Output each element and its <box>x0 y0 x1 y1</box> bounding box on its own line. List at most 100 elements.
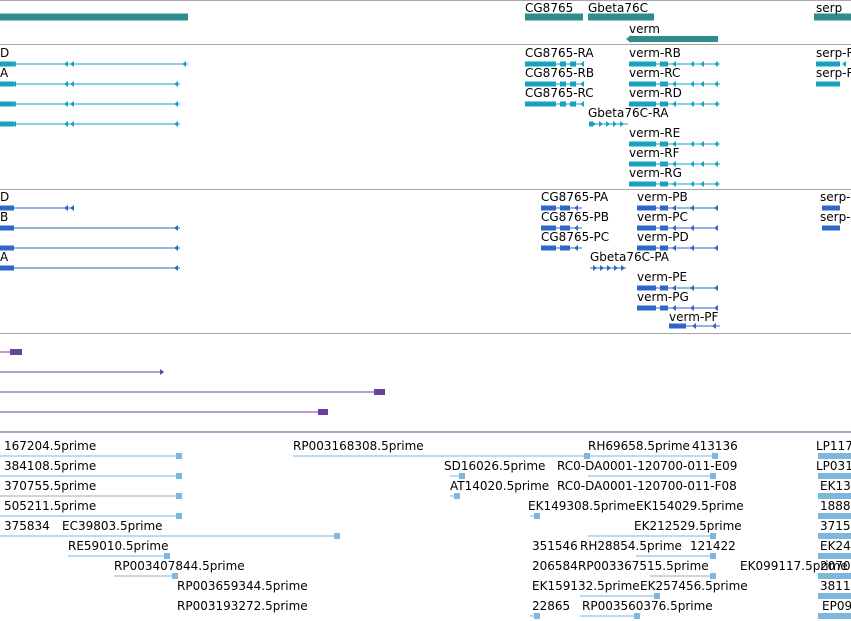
transcripts-label[interactable]: CG8765-RC <box>525 86 594 100</box>
exon-block[interactable] <box>525 101 556 107</box>
est-span[interactable] <box>0 495 182 497</box>
exon-block[interactable] <box>710 573 716 579</box>
exon-block[interactable] <box>818 593 851 599</box>
exon-block[interactable] <box>660 181 668 187</box>
exon-block[interactable] <box>660 81 668 87</box>
exon-block[interactable] <box>816 61 840 67</box>
ests-label[interactable]: EK154029.5prime <box>636 499 744 513</box>
ests-label[interactable]: RP003659344.5prime <box>177 579 308 593</box>
exon-block[interactable] <box>818 453 851 459</box>
intron-line[interactable] <box>0 351 14 353</box>
ests-label[interactable]: 413136 <box>692 439 738 453</box>
ests-label[interactable]: EK24 <box>820 539 851 553</box>
exon-block[interactable] <box>176 513 182 519</box>
proteins-label[interactable]: D <box>0 190 10 204</box>
exon-block[interactable] <box>660 141 668 147</box>
exon-block[interactable] <box>541 245 556 251</box>
proteins-label[interactable]: verm-PG <box>637 290 689 304</box>
est-span[interactable] <box>650 575 716 577</box>
exon-block[interactable] <box>164 553 170 559</box>
exon-block[interactable] <box>629 61 656 67</box>
exon-block[interactable] <box>454 493 460 499</box>
ests-label[interactable]: RP003168308.5prime <box>293 439 424 453</box>
intron-line[interactable] <box>637 227 718 229</box>
genes-label[interactable]: CG8765 <box>525 1 574 15</box>
est-span[interactable] <box>0 475 182 477</box>
exon-block[interactable] <box>818 573 851 579</box>
exon-block[interactable] <box>816 81 840 87</box>
ests-label[interactable]: 384108.5prime <box>4 459 97 473</box>
transcripts-label[interactable]: CG8765-RB <box>525 66 595 80</box>
ests-label[interactable]: 2070 <box>820 559 851 573</box>
transcripts-label[interactable]: serp-R <box>816 66 851 80</box>
exon-block[interactable] <box>10 349 22 355</box>
ests-label[interactable]: RP003560376.5prime <box>582 599 713 613</box>
exon-block[interactable] <box>712 453 718 459</box>
exon-block[interactable] <box>660 205 668 211</box>
ests-label[interactable]: 121422 <box>690 539 736 553</box>
exon-block[interactable] <box>541 225 556 231</box>
exon-block[interactable] <box>818 473 851 479</box>
exon-block[interactable] <box>560 225 570 231</box>
ests-label[interactable]: EP09 <box>822 599 851 613</box>
ests-label[interactable]: LP031 <box>816 459 851 473</box>
gene-span[interactable] <box>588 13 654 21</box>
transcripts-label[interactable]: verm-RG <box>629 166 682 180</box>
transcripts-label[interactable]: D <box>0 46 10 60</box>
ests-label[interactable]: 3715 <box>820 519 851 533</box>
exon-block[interactable] <box>525 81 556 87</box>
exon-block[interactable] <box>0 265 14 271</box>
est-span[interactable] <box>293 455 590 457</box>
exon-block[interactable] <box>629 161 656 167</box>
intron-line[interactable] <box>0 247 180 249</box>
ests-label[interactable]: RH69658.5prime <box>588 439 690 453</box>
exon-block[interactable] <box>0 81 14 87</box>
proteins-label[interactable]: Gbeta76C-PA <box>590 250 670 264</box>
genes-label[interactable]: Gbeta76C <box>588 1 649 15</box>
exon-block[interactable] <box>629 101 656 107</box>
ests-label[interactable]: 3811 <box>820 579 851 593</box>
exon-block[interactable] <box>660 245 668 251</box>
exon-block[interactable] <box>660 161 668 167</box>
proteins-label[interactable]: CG8765-PC <box>541 230 610 244</box>
ests-label[interactable]: RC0-DA0001-120700-011-F08 <box>557 479 737 493</box>
exon-block[interactable] <box>637 225 656 231</box>
est-span[interactable] <box>580 615 640 617</box>
est-span[interactable] <box>580 595 660 597</box>
intron-line[interactable] <box>637 307 718 309</box>
exon-block[interactable] <box>710 553 716 559</box>
transcripts-label[interactable]: CG8765-RA <box>525 46 594 60</box>
proteins-label[interactable]: verm-PE <box>637 270 688 284</box>
ests-label[interactable]: SD16026.5prime <box>444 459 546 473</box>
exon-block[interactable] <box>629 81 656 87</box>
exon-block[interactable] <box>0 225 14 231</box>
exon-block[interactable] <box>660 305 668 311</box>
ests-label[interactable]: EK212529.5prime <box>634 519 742 533</box>
ests-label[interactable]: RE59010.5prime <box>68 539 169 553</box>
est-span[interactable] <box>0 515 182 517</box>
exon-block[interactable] <box>818 613 851 619</box>
intron-line[interactable] <box>0 207 74 209</box>
ests-label[interactable]: RH28854.5prime <box>580 539 682 553</box>
est-span[interactable] <box>68 555 170 557</box>
intron-line[interactable] <box>0 391 385 393</box>
est-span[interactable] <box>636 555 716 557</box>
exon-block[interactable] <box>584 453 590 459</box>
exon-block[interactable] <box>459 473 465 479</box>
ests-label[interactable]: 375834 <box>4 519 50 533</box>
proteins-label[interactable]: verm-PC <box>637 210 688 224</box>
exon-block[interactable] <box>818 513 851 519</box>
exon-block[interactable] <box>176 453 182 459</box>
exon-block[interactable] <box>172 573 178 579</box>
ests-label[interactable]: EK149308.5prime <box>528 499 636 513</box>
exon-block[interactable] <box>0 101 14 107</box>
transcripts-label[interactable]: verm-RC <box>629 66 681 80</box>
genes-label[interactable]: serp <box>816 1 843 15</box>
exon-block[interactable] <box>818 533 851 539</box>
ests-label[interactable]: RP003407844.5prime <box>114 559 245 573</box>
track-baseline[interactable] <box>0 431 851 433</box>
intron-line[interactable] <box>0 227 180 229</box>
ests-label[interactable]: EK257456.5prime <box>640 579 748 593</box>
gene-span[interactable] <box>0 13 188 21</box>
exon-block[interactable] <box>534 513 540 519</box>
